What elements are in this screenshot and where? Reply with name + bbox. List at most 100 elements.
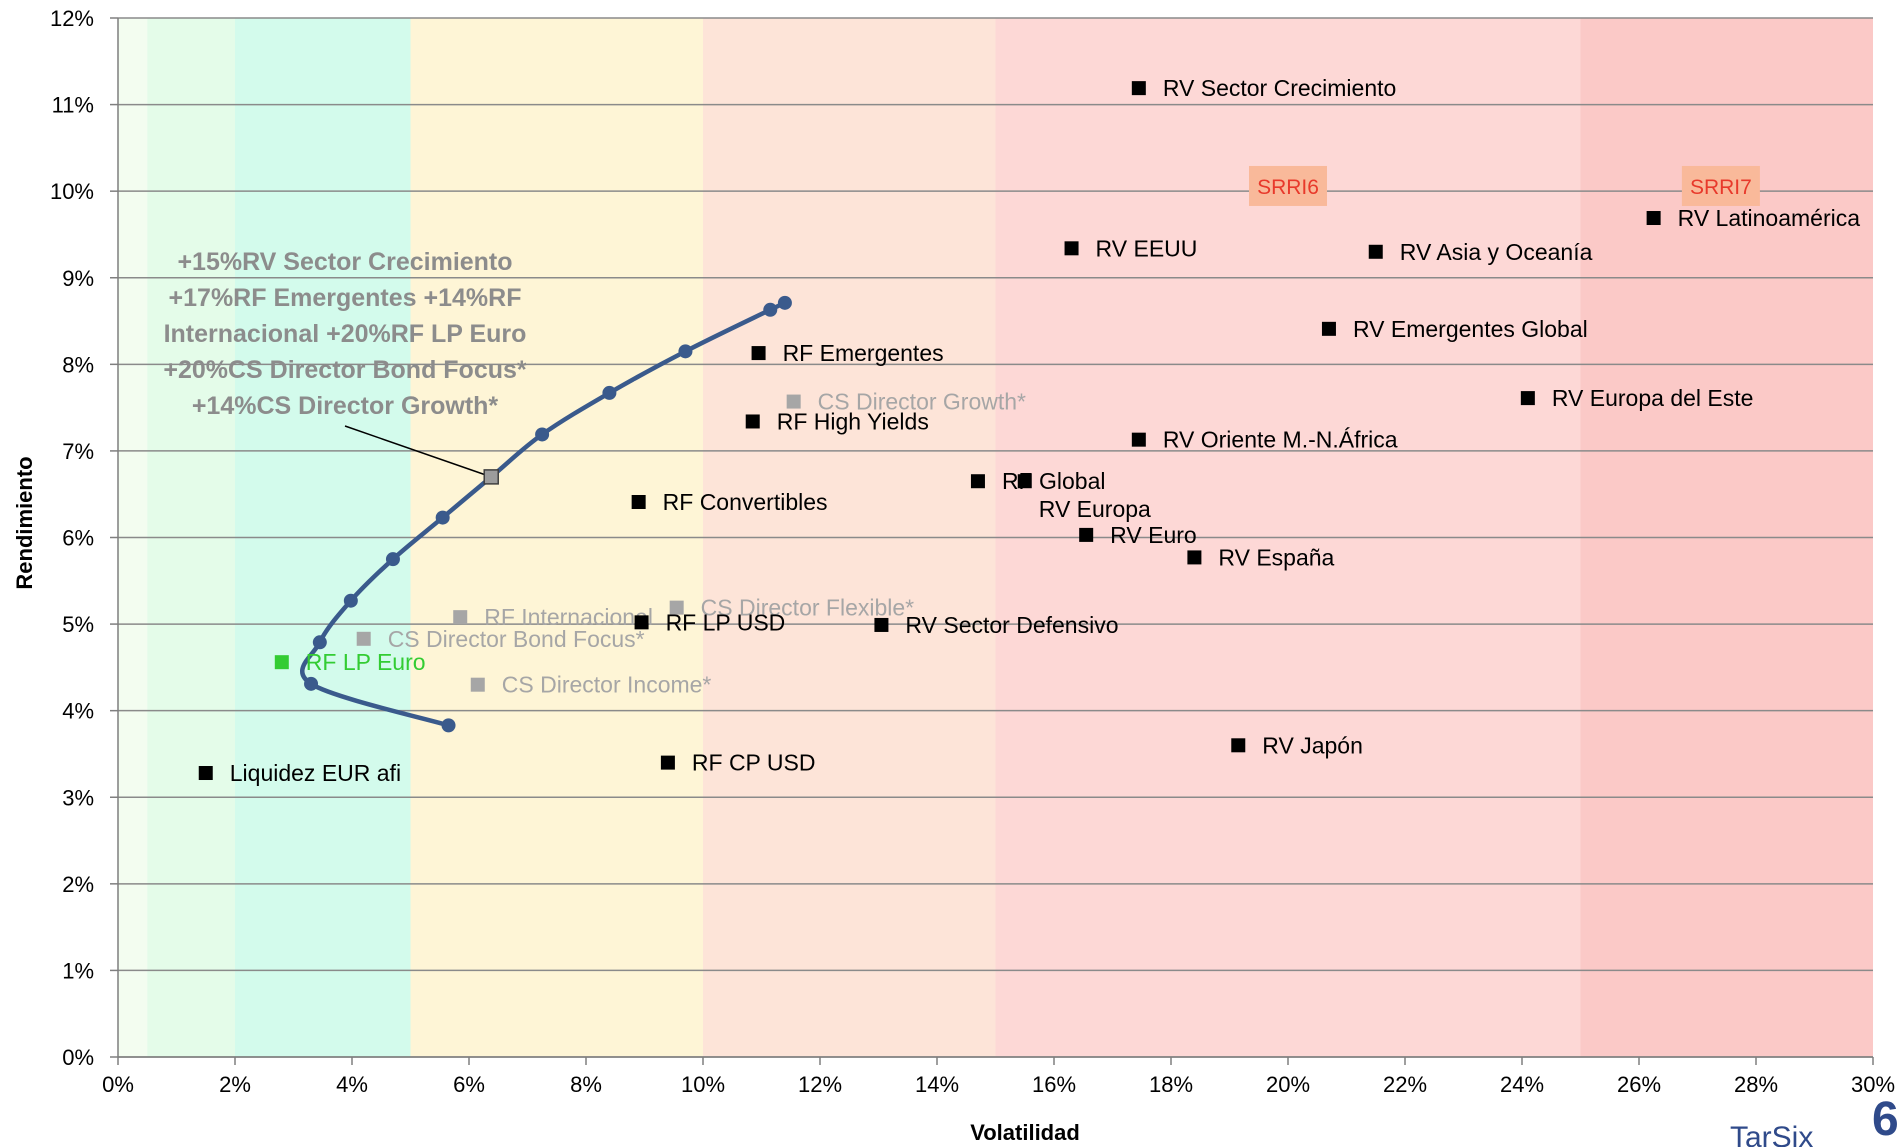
srri-box-0 — [1249, 165, 1327, 206]
point-marker-15 — [669, 600, 684, 615]
logo: TarSix 6 — [1730, 1093, 1899, 1147]
annotation-line-0: +15%RV Sector Crecimiento — [177, 248, 512, 276]
data-points: RV Sector Crecimiento RV Latinoamérica RV … — [198, 75, 1861, 786]
x-tick-label-11: 22% — [1383, 1072, 1427, 1097]
srri-box-1 — [1681, 165, 1760, 206]
point-label-4: RV Emergentes Global — [1353, 316, 1588, 342]
point-marker-2 — [1064, 241, 1079, 256]
point-label-12: RF Convertibles — [663, 489, 828, 515]
point-marker-7 — [786, 394, 801, 409]
logo-text: TarSix — [1730, 1121, 1813, 1147]
efficient-frontier — [300, 295, 792, 733]
srri-label-1: SRRI7 — [1690, 176, 1752, 199]
y-tick-labels: 0% 1% 2% 3% 4% 5% 6% 7% 8% 9% 10% 11% 12% — [50, 6, 94, 1070]
point-label-13: RV Euro — [1110, 522, 1197, 548]
y-tick-label-1: 1% — [62, 958, 94, 983]
frontier-point-8 — [602, 385, 617, 400]
srri-labels: SRRI6 SRRI7 — [1249, 165, 1760, 206]
point-marker-3 — [1368, 244, 1383, 259]
x-axis-title: Volatilidad — [970, 1120, 1080, 1145]
frontier-point-3 — [343, 593, 358, 608]
point-marker-22 — [1231, 738, 1246, 753]
x-tick-labels: 0% 2% 4% 6% 8% 10% 12% 14% 16% 18% 20% 22% 24% 26% 28%… — [102, 1072, 1895, 1097]
x-tick-label-0: 0% — [102, 1072, 134, 1097]
frontier-point-5 — [435, 510, 450, 525]
annotation-marker — [483, 469, 499, 485]
x-tick-label-14: 28% — [1734, 1072, 1778, 1097]
point-label-15: CS Director Flexible* — [701, 595, 914, 621]
point-label-22: RV Japón — [1262, 732, 1363, 758]
point-marker-24 — [198, 766, 213, 781]
point-label-16: RF Internacional — [484, 604, 653, 630]
x-tick-label-7: 14% — [915, 1072, 959, 1097]
x-tick-label-12: 24% — [1500, 1072, 1544, 1097]
point-marker-9 — [1131, 432, 1146, 447]
y-tick-label-7: 7% — [62, 439, 94, 464]
frontier-point-1 — [304, 676, 319, 691]
point-marker-20 — [274, 655, 289, 670]
y-axis-title: Rendimiento — [12, 456, 37, 589]
point-label-9: RV Oriente M.-N.África — [1163, 427, 1398, 453]
frontier-point-0 — [441, 718, 456, 733]
y-tick-label-0: 0% — [62, 1045, 94, 1070]
point-marker-21 — [470, 677, 485, 692]
point-marker-1 — [1646, 211, 1661, 226]
x-tick-label-10: 20% — [1266, 1072, 1310, 1097]
y-tick-label-3: 3% — [62, 785, 94, 810]
annotation: +15%RV Sector Crecimiento +17%RF Emergent… — [163, 248, 527, 485]
y-tick-label-6: 6% — [62, 526, 94, 551]
point-label-23: RF CP USD — [692, 750, 816, 776]
point-label-21: CS Director Income* — [502, 672, 712, 698]
point-marker-8 — [745, 414, 760, 429]
point-label-19: CS Director Bond Focus* — [388, 626, 645, 652]
x-tick-label-3: 6% — [453, 1072, 485, 1097]
frontier-point-7 — [535, 427, 550, 442]
annotation-line-1: +17%RF Emergentes +14%RF — [169, 284, 522, 312]
frontier-point-4 — [385, 552, 400, 567]
x-tick-label-5: 10% — [681, 1072, 725, 1097]
x-tick-label-8: 16% — [1032, 1072, 1076, 1097]
y-tick-label-2: 2% — [62, 872, 94, 897]
point-marker-4 — [1321, 321, 1336, 336]
point-marker-18 — [874, 617, 889, 632]
y-tick-label-11: 11% — [52, 93, 94, 118]
point-label-1: RV Latinoamérica — [1678, 205, 1861, 231]
point-label-8: RF High Yields — [777, 408, 929, 434]
point-label-2: RV EEUU — [1096, 235, 1198, 261]
y-tick-label-12: 12% — [50, 6, 94, 31]
annotation-line-3: +20%CS Director Bond Focus* — [163, 356, 527, 384]
annotation-leader — [344, 425, 492, 478]
frontier-point-10 — [763, 302, 778, 317]
x-tick-label-2: 4% — [336, 1072, 368, 1097]
point-marker-11 — [1017, 474, 1032, 489]
point-marker-10 — [970, 474, 985, 489]
annotation-line-4: +14%CS Director Growth* — [192, 392, 499, 420]
point-marker-19 — [356, 631, 371, 646]
point-marker-17 — [634, 615, 649, 630]
x-tick-label-9: 18% — [1149, 1072, 1193, 1097]
x-tick-label-15: 30% — [1851, 1072, 1895, 1097]
y-tick-label-4: 4% — [62, 699, 94, 724]
srri-label-0: SRRI6 — [1257, 176, 1319, 199]
point-label-5: RF Emergentes — [783, 340, 944, 366]
point-label-24: Liquidez EUR afi — [230, 760, 401, 786]
point-marker-16 — [453, 610, 468, 625]
point-marker-13 — [1079, 527, 1094, 542]
x-tick-label-1: 2% — [219, 1072, 251, 1097]
point-marker-23 — [660, 755, 675, 770]
axes — [117, 18, 1873, 1058]
point-label-20: RF LP Euro — [306, 649, 426, 675]
frontier-point-2 — [312, 635, 327, 650]
point-label-10: RF Global — [1002, 468, 1106, 494]
frontier-point-9 — [678, 344, 693, 359]
point-marker-6 — [1520, 391, 1535, 406]
point-label-3: RV Asia y Oceanía — [1400, 239, 1593, 265]
point-label-14: RV España — [1218, 544, 1334, 570]
point-marker-0 — [1131, 81, 1146, 96]
point-marker-14 — [1187, 550, 1202, 565]
point-label-18: RV Sector Defensivo — [905, 612, 1118, 638]
y-tick-label-9: 9% — [62, 266, 94, 291]
frontier-point-11 — [777, 295, 792, 310]
x-tick-label-6: 12% — [798, 1072, 842, 1097]
